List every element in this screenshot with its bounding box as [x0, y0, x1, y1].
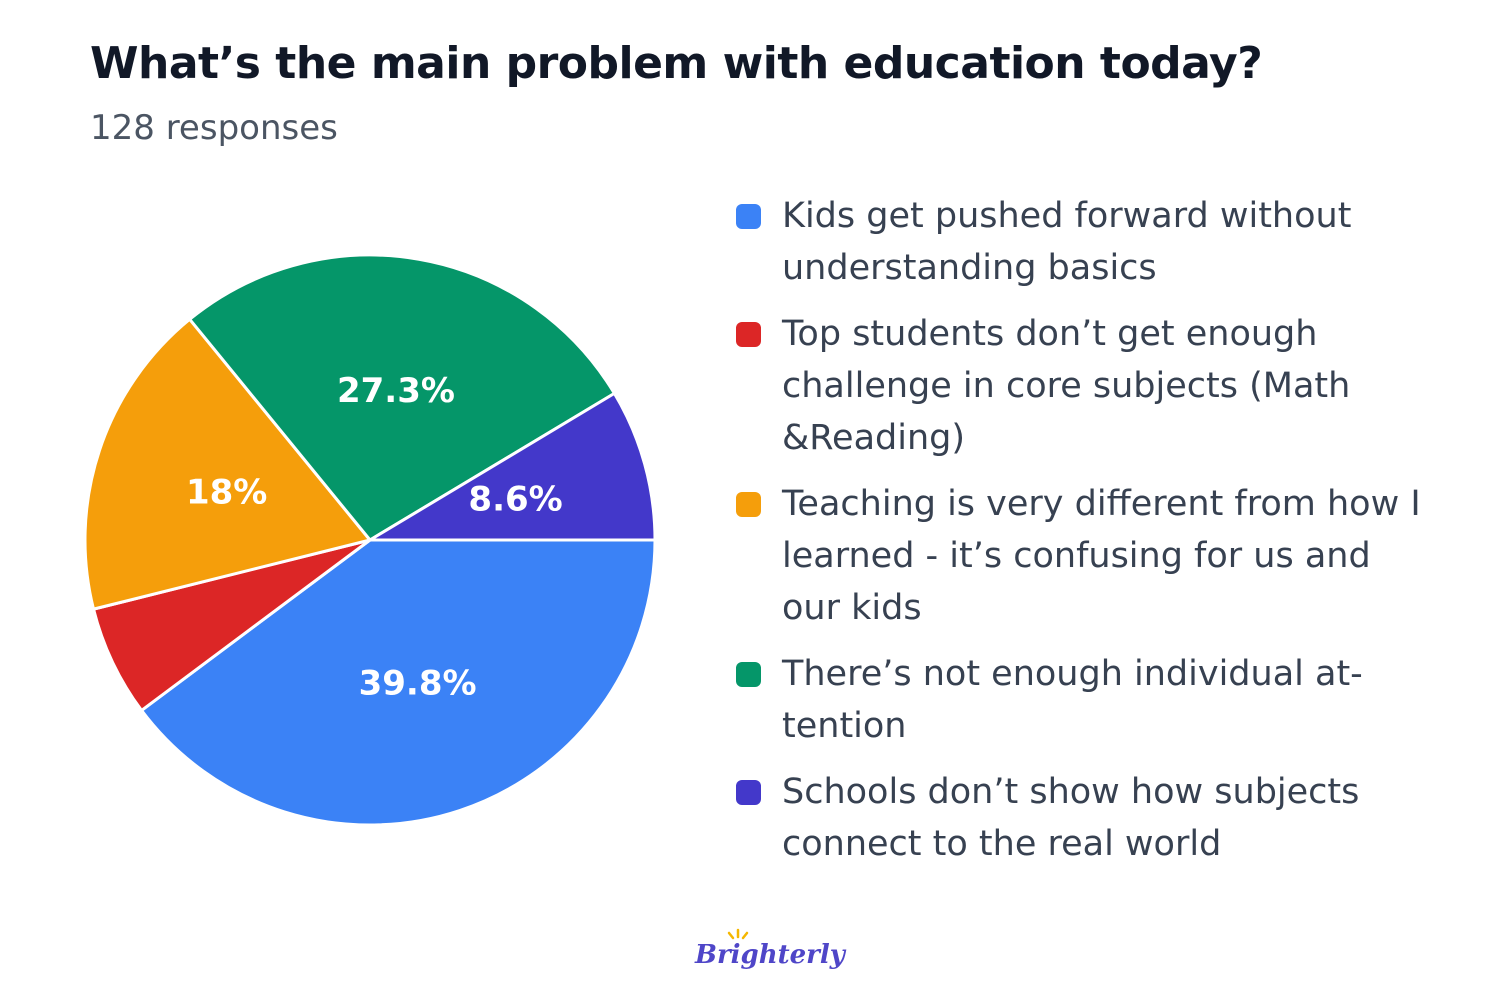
slice-label: 39.8% — [359, 663, 477, 703]
legend-swatch — [736, 204, 761, 229]
slice-label: 8.6% — [468, 480, 562, 520]
legend-swatch — [736, 492, 761, 517]
legend-label: Teaching is very different from how I le… — [782, 484, 1421, 628]
slice-basics — [139, 538, 657, 827]
slice-label: 18% — [186, 472, 267, 512]
legend-label: Kids get pushed forward without understa… — [782, 196, 1352, 288]
legend-swatch — [736, 662, 761, 687]
legend-swatch — [736, 780, 761, 805]
slice-real-world — [364, 391, 657, 542]
legend-label: Schools don’t show how subjects connect … — [782, 772, 1360, 864]
legend-label: There’s not enough individual at­tention — [782, 654, 1363, 746]
legend-swatch — [736, 322, 761, 347]
legend-item-teaching: Teaching is very different from how I le… — [736, 478, 1426, 634]
legend-item-challenge: Top students don’t get enough challenge … — [736, 308, 1426, 464]
legend-item-basics: Kids get pushed forward without understa… — [736, 190, 1426, 294]
chart-subtitle: 128 responses — [90, 108, 338, 148]
pie-chart: 39.8% 18% 27.3% 8.6% — [83, 253, 657, 827]
slice-challenge — [91, 538, 371, 713]
legend-item-attention: There’s not enough individual at­tention — [736, 648, 1426, 752]
brighterly-logo: Brighterly — [695, 940, 845, 970]
slice-attention — [187, 253, 617, 542]
legend-label: Top students don’t get enough challenge … — [782, 314, 1351, 458]
legend-item-real-world: Schools don’t show how subjects connect … — [736, 766, 1426, 870]
slice-label: 27.3% — [337, 371, 455, 411]
slice-teaching — [83, 317, 373, 611]
chart-title: What’s the main problem with education t… — [90, 38, 1263, 89]
sun-rays-icon — [727, 928, 749, 940]
legend: Kids get pushed forward without understa… — [736, 190, 1426, 884]
